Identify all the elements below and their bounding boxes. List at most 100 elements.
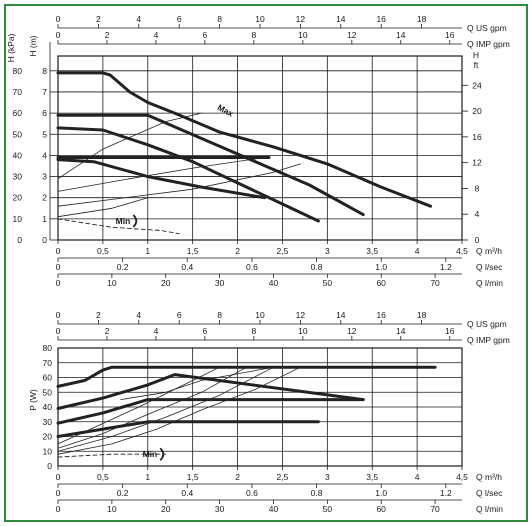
panel1-top-tick-label: 16 <box>376 14 386 24</box>
panel2-min-curve <box>57 453 167 458</box>
panel1-x-tick-label: 3,5 <box>366 246 378 256</box>
panel1-x-tick-label: 3 <box>325 246 330 256</box>
panel1-x-tick-label: 2 <box>235 246 240 256</box>
panel1-top-tick-label: 14 <box>396 30 406 40</box>
panel1-bottom-tick-label: 0.4 <box>181 262 193 272</box>
panel1-top-tick-label: 2 <box>96 14 101 24</box>
panel2-bottom-tick-label: 20 <box>161 504 171 514</box>
panel1-bottom-axis-label: Q l/sec <box>476 262 503 272</box>
panel1-bottom-tick-label: 0 <box>56 262 61 272</box>
panel1-bottom-tick-label: 0.6 <box>246 262 258 272</box>
panel2-bottom-tick-label: 1.0 <box>375 488 387 498</box>
chart-frame <box>4 4 528 522</box>
panel1-y-tick-m: 0 <box>42 235 47 245</box>
panel1-x-tick-label: 4,5 <box>456 246 468 256</box>
panel2-top-tick-label: 10 <box>298 326 308 336</box>
panel1-top-tick-label: 0 <box>56 30 61 40</box>
panel1-y-tick-kpa: 80 <box>13 66 23 76</box>
panel1-ylabel-ft-h: H <box>473 50 479 60</box>
panel2-x-tick-label: 3 <box>325 472 330 482</box>
panel1-bottom-tick-label: 60 <box>376 278 386 288</box>
panel1-top-tick-label: 4 <box>154 30 159 40</box>
panel1-series-curve-3 <box>56 126 320 223</box>
panel2-bottom-tick-label: 0.8 <box>311 488 323 498</box>
panel1-top-tick-label: 2 <box>105 30 110 40</box>
panel2-x-tick-label: 2 <box>235 472 240 482</box>
panel2-top-tick-label: 4 <box>154 326 159 336</box>
panel2-y-tick: 80 <box>43 343 53 353</box>
panel1-y-tick-kpa: 60 <box>13 108 23 118</box>
panel2-thin-curve-2 <box>57 366 274 452</box>
panel1-y-tick-kpa: 50 <box>13 129 23 139</box>
panel1-top-tick-label: 8 <box>252 30 257 40</box>
panel2-bottom-axis-label: Q l/sec <box>476 488 503 498</box>
panel1-y-tick-kpa: 0 <box>17 235 22 245</box>
panel1-max-label: Max <box>216 102 236 119</box>
panel1-y-tick-ft: 0 <box>475 235 480 245</box>
panel1-y-tick-m: 2 <box>42 193 47 203</box>
panel2-top-tick-label: 2 <box>96 310 101 320</box>
panel1-x-tick-label: 2,5 <box>277 246 289 256</box>
panel1-y-tick-kpa: 40 <box>13 150 23 160</box>
panel2-bottom-tick-label: 50 <box>323 504 333 514</box>
panel2-y-tick: 10 <box>43 446 53 456</box>
panel2-x-tick-label: 1,5 <box>187 472 199 482</box>
panel1-top-tick-label: 0 <box>56 14 61 24</box>
panel1-y-tick-m: 5 <box>42 129 47 139</box>
panel2-top-tick-label: 16 <box>445 326 455 336</box>
panel1-bottom-tick-label: 1.0 <box>375 262 387 272</box>
panel1-y-tick-m: 1 <box>42 214 47 224</box>
panel2-min-arrow-icon <box>159 447 165 461</box>
panel2-bottom-tick-label: 40 <box>269 504 279 514</box>
panel2-x-tick-label: 0,5 <box>97 472 109 482</box>
panel2-series-curve-3 <box>56 398 365 425</box>
panel2-top-tick-label: 0 <box>56 326 61 336</box>
panel1-plot-border <box>57 55 463 241</box>
panel1-y-tick-ft: 20 <box>472 106 482 116</box>
panel1-bottom-tick-label: 40 <box>269 278 279 288</box>
panel2-top-tick-label: 4 <box>136 310 141 320</box>
panel1-ylabel-ft-unit: ft <box>474 60 479 70</box>
panel2-series-curve-2 <box>56 373 365 410</box>
panel1-top-tick-label: 10 <box>255 14 265 24</box>
panel2-y-tick: 40 <box>43 402 53 412</box>
panel1-top-tick-label: 14 <box>336 14 346 24</box>
panel1-bottom-tick-label: 50 <box>323 278 333 288</box>
panel2-y-tick: 60 <box>43 373 53 383</box>
panel1-y-tick-ft: 12 <box>472 158 482 168</box>
panel1-y-tick-kpa: 30 <box>13 172 23 182</box>
panel1-bottom-tick-label: 0 <box>56 278 61 288</box>
panel1-x-tick-label: 0 <box>56 246 61 256</box>
panel1-top-tick-label: 18 <box>417 14 427 24</box>
panel2-y-tick: 0 <box>47 461 52 471</box>
panel2-x-tick-label: 0 <box>56 472 61 482</box>
panel2-top-tick-label: 6 <box>177 310 182 320</box>
panel1-y-tick-ft: 16 <box>472 132 482 142</box>
panel2-bottom-tick-label: 60 <box>376 504 386 514</box>
panel2-x-tick-label: 3,5 <box>366 472 378 482</box>
panel1-top-axis-label: Q IMP gpm <box>467 39 510 49</box>
panel1-bottom-tick-label: 10 <box>107 278 117 288</box>
panel1-y-tick-kpa: 70 <box>13 87 23 97</box>
panel1-bottom-tick-label: 30 <box>215 278 225 288</box>
panel2-bottom-tick-label: 10 <box>107 504 117 514</box>
panel2-top-tick-label: 0 <box>56 310 61 320</box>
panel2-min-label: Min <box>143 449 158 459</box>
panel1-bottom-tick-label: 70 <box>430 278 440 288</box>
panel2-thin-curve-5 <box>120 366 274 401</box>
panel1-top-tick-label: 10 <box>298 30 308 40</box>
panel1-bottom-axis-label: Q l/min <box>476 278 503 288</box>
panel1-thin-curve-4 <box>57 197 149 218</box>
panel2-top-tick-label: 14 <box>396 326 406 336</box>
panel2-bottom-tick-label: 30 <box>215 504 225 514</box>
panel1-ylabel-kpa: H (kPa) <box>6 33 16 62</box>
panel2-series-curve-1 <box>56 365 437 388</box>
panel2-top-tick-label: 18 <box>417 310 427 320</box>
panel2-top-tick-label: 6 <box>203 326 208 336</box>
panel2-top-axis-label: Q IMP gpm <box>467 335 510 345</box>
panel1-top-tick-label: 8 <box>217 14 222 24</box>
panel2-y-tick: 50 <box>43 387 53 397</box>
panel2-bottom-tick-label: 70 <box>430 504 440 514</box>
panel2-x-tick-label: 4,5 <box>456 472 468 482</box>
